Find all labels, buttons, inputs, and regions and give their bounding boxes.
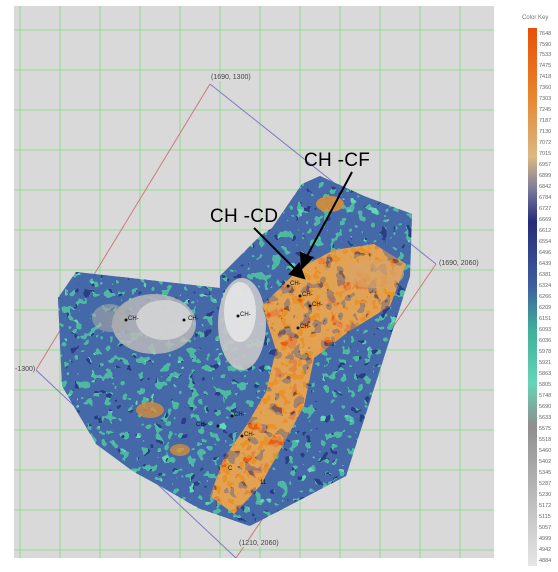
callout-ch-cd: CH -CD — [210, 206, 279, 227]
corner-label-top: (1690, 1300) — [210, 74, 252, 81]
legend-label: 5402 — [539, 458, 552, 465]
well-tag: CH- — [240, 312, 251, 318]
legend-label: 4999 — [539, 535, 552, 542]
legend-label: 4884 — [539, 557, 552, 564]
legend-label: 5287 — [539, 480, 552, 487]
legend-label: 7130 — [539, 129, 552, 136]
corner-label-left: -1300) — [14, 366, 37, 373]
legend-label: 5460 — [539, 447, 552, 454]
legend-label: 5633 — [539, 414, 552, 421]
legend-label: 5863 — [539, 370, 552, 377]
map-panel[interactable]: (1690, 1300) (1690, 2060) (1210, 2060) -… — [14, 6, 494, 558]
legend-label: 7015 — [539, 151, 552, 158]
legend-label: 6439 — [539, 261, 552, 268]
legend-label: 4942 — [539, 546, 552, 553]
legend-label: 5690 — [539, 403, 552, 410]
legend-label: 5921 — [539, 359, 552, 366]
legend-label: 6093 — [539, 326, 552, 333]
well-tag: CH- — [312, 302, 323, 308]
legend-label: 5978 — [539, 348, 552, 355]
legend-label: 6669 — [539, 217, 552, 224]
legend-labels: 7648 7590 7533 7475 7418 7360 7303 7245 7187 7130… — [539, 28, 558, 566]
legend-title: Color Key — [522, 15, 549, 21]
legend-label: 6496 — [539, 250, 552, 257]
legend-label: 6957 — [539, 162, 552, 169]
legend-label: 6324 — [539, 283, 552, 289]
legend-label: 7648 — [539, 30, 552, 37]
legend-label: 6727 — [539, 206, 552, 213]
legend-label: 6899 — [539, 173, 552, 180]
legend-label: 5805 — [539, 381, 552, 388]
legend-label: 7533 — [539, 52, 552, 59]
legend-label: 7303 — [539, 96, 552, 103]
legend-label: 5518 — [539, 436, 552, 443]
well-tag: 11 — [260, 480, 267, 486]
legend-label: 7590 — [539, 41, 552, 48]
legend-label: 6554 — [539, 239, 552, 246]
legend-label: 5115 — [539, 513, 551, 520]
callout-arrows — [253, 171, 353, 280]
legend-label: 7245 — [539, 107, 552, 114]
legend-label: 6209 — [539, 305, 552, 311]
well-tag: CH- — [196, 422, 207, 428]
legend-label: 6266 — [539, 294, 552, 300]
legend-label: 7072 — [539, 140, 552, 147]
legend-label: 7187 — [539, 118, 552, 125]
legend-label: 7360 — [539, 85, 552, 92]
callout-ch-cf: CH -CF — [304, 150, 371, 171]
well-tag: CH- — [290, 281, 301, 287]
legend-label: 5057 — [539, 524, 552, 531]
legend-label: 5748 — [539, 392, 552, 399]
well-tag: C — [228, 466, 233, 472]
well-tag: CH- — [302, 292, 313, 298]
legend-label: 6036 — [539, 337, 552, 344]
legend-label: 5172 — [539, 502, 552, 509]
well-tag: CH- — [234, 412, 245, 418]
well-tag: CH- — [188, 316, 199, 322]
well-tag: CH- — [300, 324, 311, 330]
corner-label-bottom: (1210, 2060) — [238, 540, 280, 547]
legend-label: 6784 — [539, 195, 552, 202]
legend-label: 5345 — [539, 469, 552, 476]
legend-label: 6842 — [539, 184, 552, 191]
legend-label: 7475 — [539, 63, 552, 70]
corner-label-right: (1690, 2060) — [438, 260, 480, 267]
legend-color-bar — [528, 28, 537, 566]
seismic-map[interactable] — [14, 6, 494, 558]
well-tag: CH- — [128, 316, 139, 322]
well-tag: CH- — [244, 432, 255, 438]
well-markers — [124, 284, 312, 438]
legend-label: 7418 — [539, 74, 552, 81]
legend-label: 6381 — [539, 272, 552, 278]
legend-label: 5230 — [539, 491, 552, 498]
legend-label: 6151 — [539, 316, 552, 322]
color-key-legend: Color Key 7648 7590 7533 7475 7418 7360 7303 72… — [512, 12, 556, 572]
legend-label: 6612 — [539, 228, 552, 235]
legend-label: 5575 — [539, 425, 552, 432]
